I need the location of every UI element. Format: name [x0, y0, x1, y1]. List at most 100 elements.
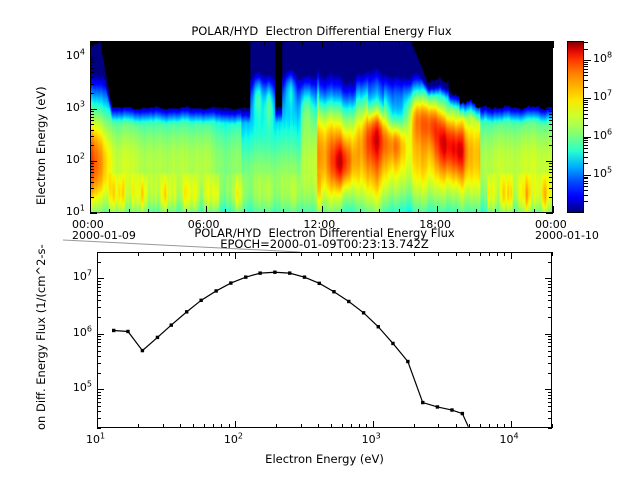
line-plot-x-tick-label: 102 — [223, 431, 243, 446]
spectrogram-y-major-tick — [90, 108, 97, 110]
line-plot-x-minor-tick-top — [469, 252, 470, 256]
line-plot-y-minor-tick — [97, 346, 101, 348]
spectrogram-x-minor-tick — [340, 209, 342, 213]
line-plot-y-minor-tick-right — [548, 307, 552, 309]
spectrogram-x-tick-top — [109, 41, 111, 45]
colorbar-minor-tick — [584, 113, 588, 115]
colorbar-major-tick — [584, 136, 591, 138]
line-plot-y-minor-tick-right — [548, 391, 552, 393]
spectrogram-x-tick-top — [205, 41, 207, 48]
line-plot-x-minor-tick — [342, 424, 344, 428]
colorbar-minor-tick — [584, 106, 588, 108]
spectrogram-x-tick-top — [225, 41, 227, 45]
line-plot-y-minor-tick — [97, 411, 101, 413]
spectrum-data-point — [460, 411, 465, 416]
line-plot-x-minor-tick — [497, 424, 499, 428]
spectrogram-x-minor-tick — [514, 209, 516, 213]
line-plot-x-major-tick-top — [234, 252, 236, 259]
line-plot-x-minor-tick-top — [193, 252, 195, 256]
line-plot-x-minor-tick-top — [138, 252, 140, 256]
line-plot-y-minor-tick-right — [548, 336, 552, 338]
line-plot-y-minor-tick-right — [548, 394, 552, 396]
spectrogram-x-tick-top — [475, 41, 477, 45]
spectrogram-y-minor-tick — [90, 176, 94, 178]
line-plot-y-minor-tick-right — [548, 397, 552, 399]
spectrogram-y-minor-tick-right — [549, 59, 553, 61]
spectrogram-x-minor-tick — [398, 209, 400, 213]
colorbar-minor-tick — [584, 71, 588, 73]
spectrogram-y-minor-tick — [90, 181, 94, 183]
electron-spectrum-curve — [112, 270, 469, 427]
line-plot-y-minor-tick — [97, 287, 101, 289]
spectrogram-y-minor-tick-right — [549, 165, 553, 167]
line-plot-y-minor-tick-right — [548, 411, 552, 413]
spectrogram-y-minor-tick — [90, 163, 94, 165]
line-plot-y-minor-tick — [97, 336, 101, 338]
spectrogram-x-tick-time: 18:00 — [419, 218, 451, 231]
line-plot-x-major-tick — [510, 421, 512, 428]
spectrum-data-point — [155, 335, 160, 340]
line-plot-x-minor-tick — [331, 424, 333, 428]
line-plot-x-minor-tick-top — [213, 252, 215, 256]
line-plot-x-minor-tick — [138, 424, 140, 428]
spectrogram-y-minor-tick — [90, 61, 94, 63]
spectrum-data-point — [126, 329, 130, 334]
line-plot-x-tick-label: 101 — [86, 431, 106, 446]
spectrogram-y-major-tick-right — [546, 108, 553, 110]
line-plot-x-axis-label: Electron Energy (eV) — [265, 452, 384, 466]
spectrogram-y-minor-tick — [90, 111, 94, 113]
spectrogram-x-minor-tick — [225, 209, 227, 213]
spectrogram-x-tick-top — [456, 41, 458, 45]
colorbar-minor-tick — [584, 194, 588, 196]
line-plot-x-minor-tick — [351, 424, 353, 428]
spectrogram-x-tick-top — [128, 41, 130, 45]
colorbar-minor-tick — [584, 189, 588, 191]
colorbar-minor-tick — [584, 180, 588, 182]
line-plot-x-minor-tick-top — [414, 252, 416, 256]
spectrogram-y-major-tick-right — [546, 56, 553, 58]
spectrogram-y-minor-tick-right — [549, 83, 553, 85]
spectrogram-x-tick-top — [147, 41, 149, 45]
colorbar-minor-tick — [584, 109, 588, 111]
spectrogram-x-minor-tick — [128, 209, 130, 213]
colorbar-minor-tick — [584, 118, 588, 120]
spectrum-line — [113, 271, 469, 427]
spectrogram-y-tick-label: 102 — [65, 151, 85, 166]
line-plot-y-minor-tick — [97, 401, 101, 403]
spectrogram-image — [91, 42, 552, 212]
colorbar-minor-tick — [584, 104, 588, 106]
spectrogram-x-minor-tick — [475, 209, 477, 213]
line-plot-x-minor-tick — [300, 424, 302, 428]
spectrogram-x-tick-top — [514, 41, 516, 45]
spectrogram-x-minor-tick — [263, 209, 265, 213]
spectrogram-y-minor-tick-right — [549, 111, 553, 113]
line-plot-y-major-tick-right — [545, 278, 552, 280]
spectrogram-y-tick-label: 103 — [65, 99, 85, 114]
colorbar-minor-tick — [584, 145, 588, 147]
line-plot-x-tick-label: 104 — [499, 431, 519, 446]
spectrogram-x-minor-tick — [244, 209, 246, 213]
line-plot-y-minor-tick — [97, 391, 101, 393]
line-plot-y-minor-tick-right — [548, 372, 552, 374]
line-plot-x-minor-tick-top — [489, 252, 491, 256]
colorbar-minor-tick — [584, 140, 588, 142]
line-plot-y-minor-tick-right — [548, 418, 552, 420]
line-plot-x-minor-tick — [276, 424, 278, 428]
spectrogram-x-tick-top — [533, 41, 535, 45]
spectrogram-y-minor-tick — [90, 145, 94, 147]
spectrum-data-point — [302, 275, 307, 279]
line-plot-y-minor-tick — [97, 355, 101, 357]
line-plot-x-minor-tick-top — [479, 252, 481, 256]
spectrum-data-point — [406, 359, 410, 364]
spectrogram-x-tick-time: 12:00 — [303, 218, 336, 231]
spectrum-data-point — [450, 408, 454, 412]
colorbar-major-tick — [584, 98, 591, 100]
line-plot-y-major-tick-right — [545, 333, 552, 335]
spectrogram-y-minor-tick — [90, 64, 94, 66]
spectrogram-y-minor-tick — [90, 68, 94, 70]
line-plot-y-minor-tick-right — [548, 401, 552, 403]
line-plot-x-minor-tick — [455, 424, 457, 428]
spectrogram-y-minor-tick — [90, 197, 94, 199]
spectrogram-x-tick-top — [417, 41, 419, 45]
line-plot-x-minor-tick — [179, 424, 181, 428]
